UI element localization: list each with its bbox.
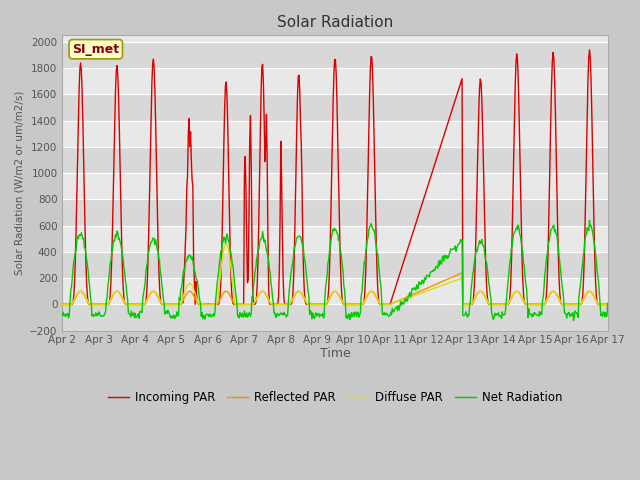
Net Radiation [401, 296, 409, 302]
Line: Diffuse PAR: Diffuse PAR [63, 244, 608, 304]
Net Radiation [59, 312, 67, 318]
Diffuse PAR [125, 301, 132, 307]
Bar [63, 199, 608, 226]
Diffuse PAR [402, 296, 410, 301]
Net Radiation [209, 312, 216, 317]
Bar [63, 95, 608, 120]
Reflected PAR [604, 301, 612, 307]
Incoming PAR [401, 254, 409, 260]
Incoming PAR [604, 301, 612, 307]
Net Radiation [586, 217, 593, 223]
Reflected PAR [401, 295, 409, 300]
Legend: Incoming PAR, Reflected PAR, Diffuse PAR, Net Radiation: Incoming PAR, Reflected PAR, Diffuse PAR… [103, 387, 567, 409]
Title: Solar Radiation: Solar Radiation [277, 15, 393, 30]
Bar [63, 226, 608, 252]
Incoming PAR [586, 47, 593, 53]
Incoming PAR [180, 278, 188, 284]
Bar [63, 252, 608, 278]
Text: SI_met: SI_met [72, 43, 119, 56]
Incoming PAR [125, 301, 132, 307]
Bar [63, 42, 608, 68]
Line: Reflected PAR: Reflected PAR [63, 273, 608, 304]
Line: Net Radiation: Net Radiation [63, 220, 608, 321]
Reflected PAR [68, 301, 76, 307]
Incoming PAR [59, 301, 67, 307]
Diffuse PAR [209, 301, 216, 307]
Bar [63, 278, 608, 304]
Diffuse PAR [180, 292, 188, 298]
Diffuse PAR [418, 290, 426, 296]
Diffuse PAR [604, 301, 612, 307]
Net Radiation [604, 300, 612, 306]
X-axis label: Time: Time [319, 347, 351, 360]
Incoming PAR [209, 301, 216, 307]
Reflected PAR [59, 301, 67, 307]
Reflected PAR [180, 297, 188, 302]
Reflected PAR [417, 288, 425, 294]
Bar [63, 147, 608, 173]
Diffuse PAR [222, 241, 230, 247]
Bar [63, 68, 608, 95]
Net Radiation [417, 281, 425, 287]
Line: Incoming PAR: Incoming PAR [63, 50, 608, 304]
Bar [63, 120, 608, 147]
Net Radiation [180, 267, 188, 273]
Bar [63, 173, 608, 199]
Incoming PAR [417, 204, 425, 210]
Diffuse PAR [68, 300, 76, 306]
Y-axis label: Solar Radiation (W/m2 or um/m2/s): Solar Radiation (W/m2 or um/m2/s) [15, 91, 25, 275]
Net Radiation [125, 310, 132, 316]
Incoming PAR [68, 301, 76, 307]
Net Radiation [68, 276, 76, 281]
Reflected PAR [209, 301, 216, 307]
Diffuse PAR [59, 301, 67, 307]
Reflected PAR [125, 301, 132, 307]
Net Radiation [570, 318, 577, 324]
Bar [63, 304, 608, 331]
Reflected PAR [458, 270, 466, 276]
